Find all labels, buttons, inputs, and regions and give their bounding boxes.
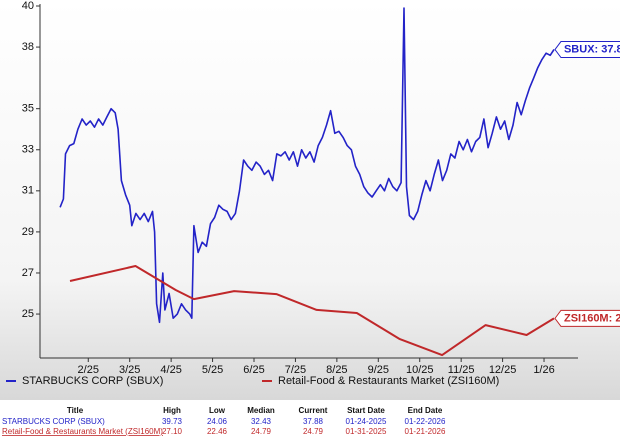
table-header: Title bbox=[67, 406, 84, 415]
table-cell: STARBUCKS CORP (SBUX) bbox=[2, 417, 105, 426]
series-line bbox=[69, 265, 555, 357]
x-tick-label: 1/26 bbox=[533, 364, 554, 376]
table-cell: 01-24-2025 bbox=[346, 417, 387, 426]
legend-label: Retail-Food & Restaurants Market (ZSI160… bbox=[278, 375, 499, 387]
y-tick-label: 38 bbox=[22, 41, 34, 53]
x-tick-label: 12/25 bbox=[489, 364, 517, 376]
x-tick-label: 9/25 bbox=[368, 364, 389, 376]
table-cell: 24.79 bbox=[251, 427, 272, 436]
y-tick-label: 29 bbox=[22, 226, 34, 238]
x-tick-label: 2/25 bbox=[78, 364, 99, 376]
end-label-box bbox=[554, 41, 620, 59]
y-tick-label: 40 bbox=[22, 0, 34, 12]
x-tick-label: 11/25 bbox=[448, 364, 475, 376]
table-cell: 01-22-2026 bbox=[405, 417, 446, 426]
table-cell: 01-31-2025 bbox=[346, 427, 387, 436]
y-tick-label: 25 bbox=[22, 308, 34, 320]
y-tick-label: 33 bbox=[22, 144, 34, 156]
table-header: Start Date bbox=[347, 406, 385, 415]
end-label: SBUX: 37.88 bbox=[554, 41, 620, 59]
x-tick-label: 5/25 bbox=[202, 364, 223, 376]
background bbox=[0, 0, 620, 400]
end-label-text: SBUX: 37.88 bbox=[564, 43, 620, 55]
table-cell: 27.10 bbox=[162, 427, 183, 436]
table-cell: 24.06 bbox=[207, 417, 228, 426]
table-cell: 01-21-2026 bbox=[405, 427, 446, 436]
table-cell: 32.43 bbox=[251, 417, 272, 426]
table-header: Median bbox=[247, 406, 275, 415]
y-tick-label: 31 bbox=[22, 185, 34, 197]
y-tick-label: 27 bbox=[22, 267, 34, 279]
end-label-text: ZSI160M: 24.79 bbox=[564, 312, 620, 324]
legend-label: STARBUCKS CORP (SBUX) bbox=[22, 375, 163, 387]
x-tick-label: 3/25 bbox=[119, 364, 140, 376]
end-label-box bbox=[554, 309, 620, 327]
x-tick-label: 10/25 bbox=[406, 364, 434, 376]
table-cell: Retail-Food & Restaurants Market (ZSI160… bbox=[2, 427, 163, 436]
x-tick-label: 8/25 bbox=[326, 364, 347, 376]
table-header: Low bbox=[209, 406, 226, 415]
x-tick-label: 7/25 bbox=[285, 364, 306, 376]
table-header: Current bbox=[299, 406, 328, 415]
series-line bbox=[59, 7, 555, 324]
x-tick-label: 4/25 bbox=[160, 364, 181, 376]
y-tick-label: 35 bbox=[22, 103, 34, 115]
table-cell: 39.73 bbox=[162, 417, 183, 426]
table-cell: 24.79 bbox=[303, 427, 324, 436]
end-label: ZSI160M: 24.79 bbox=[554, 309, 620, 327]
table-header: High bbox=[163, 406, 181, 415]
table-cell: 37.88 bbox=[303, 417, 324, 426]
x-tick-label: 6/25 bbox=[243, 364, 264, 376]
table-header: End Date bbox=[408, 406, 443, 415]
table-cell: 22.46 bbox=[207, 427, 228, 436]
table-background bbox=[0, 400, 620, 441]
